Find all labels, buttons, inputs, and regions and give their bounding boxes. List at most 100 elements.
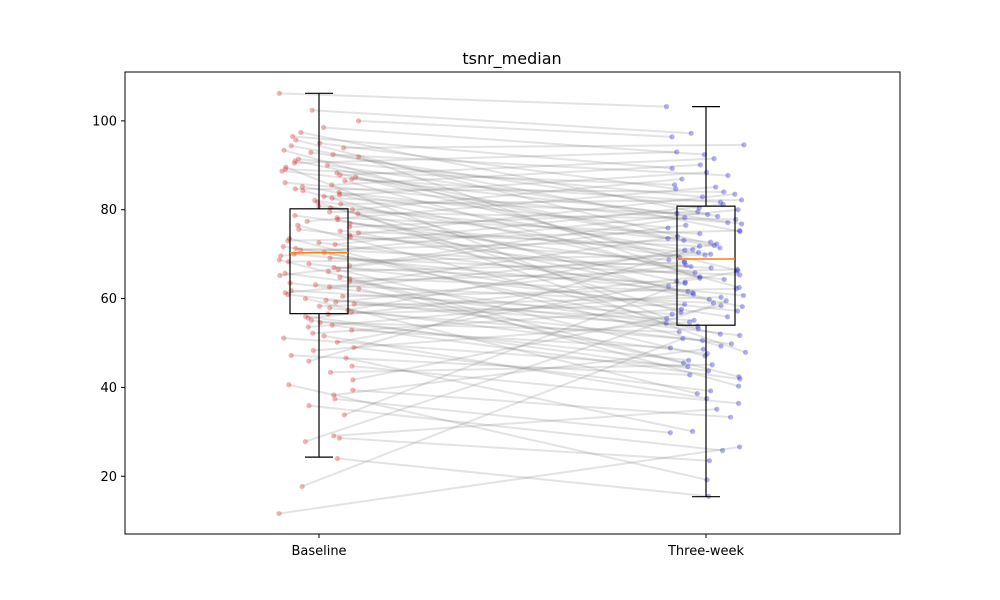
baseline-point [302,295,309,302]
pair-line [335,264,687,304]
baseline-point [339,293,346,299]
baseline-point [335,216,341,223]
baseline-point [349,207,356,213]
x-axis: Baseline Three-week [291,534,745,559]
baseline-point [341,412,347,418]
threeweek-point [678,309,684,315]
threeweek-point [724,314,731,320]
threeweek-point [737,228,743,235]
threeweek-point [685,288,691,295]
threeweek-point [715,213,721,219]
baseline-point [338,201,344,207]
pair-line [347,242,717,312]
pair-line [287,229,740,242]
baseline-point [292,212,298,219]
threeweek-box [676,205,736,326]
baseline-point [285,238,291,244]
baseline-point [308,317,315,323]
pair-line [292,135,673,170]
pair-line [298,228,725,281]
threeweek-point [688,130,694,136]
pair-line [310,151,700,209]
baseline-point [299,483,305,490]
pair-line [289,237,722,348]
pair-line [305,297,698,395]
threeweek-point [728,341,735,347]
pair-line [287,293,732,345]
pair-line [295,247,712,269]
threeweek-point [742,349,749,355]
threeweek-point [690,291,697,297]
pair-line [342,287,737,298]
baseline-point [336,192,343,198]
pair-line [358,231,743,308]
baseline-point [317,319,323,326]
baseline-point [334,455,340,462]
threeweek-point [669,134,675,140]
pair-line [332,153,729,177]
pair-line [336,216,700,235]
threeweek-point [705,211,711,218]
threeweek-point [706,458,713,464]
baseline-point [310,330,316,336]
baseline-point [309,107,315,113]
threeweek-point [683,262,689,268]
pair-line [349,193,736,237]
threeweek-point [690,247,696,253]
pair-line [351,365,739,405]
threeweek-point [710,300,717,306]
baseline-point [334,215,340,221]
baseline-point [324,162,331,168]
baseline-point [279,168,285,174]
pair-line [329,306,708,355]
threeweek-point [706,296,712,303]
threeweek-point [699,194,706,200]
baseline-point [278,253,284,259]
baseline-point [331,264,337,271]
pair-line [283,149,685,263]
threeweek-point [681,360,687,366]
threeweek-point [727,414,734,420]
pair-line [344,179,740,289]
threeweek-point [697,162,703,168]
pair-line [291,354,690,376]
pair-line [305,315,709,372]
threeweek-point [735,267,741,274]
baseline-point [280,243,286,250]
pair-line [318,205,711,244]
baseline-point [349,363,355,369]
threeweek-point [667,345,673,351]
baseline-point [321,333,327,339]
baseline-point [310,347,316,354]
baseline-point [300,188,306,194]
baseline-point [297,247,303,253]
pair-line [351,329,671,349]
pair-line [329,235,678,288]
pair-line [279,92,667,108]
pair-line [285,251,699,294]
baseline-point [316,239,322,246]
y-tick-label: 20 [100,470,117,485]
threeweek-point [732,191,738,197]
baseline-point [293,137,299,143]
baseline-point [303,313,309,319]
pair-line [329,257,740,277]
baseline-point [281,147,287,153]
threeweek-point [663,320,669,327]
threeweek-point [737,332,743,339]
pair-line [302,185,686,252]
baseline-point [304,218,310,224]
pair-line [308,248,694,363]
pair-line [358,155,701,280]
baseline-point [306,261,312,267]
pair-line [284,181,728,224]
threeweek-point [682,247,688,253]
pair-line [352,178,683,211]
baseline-point [349,327,355,333]
threeweek-point [734,266,740,272]
baseline-point [337,172,343,178]
pair-line [302,189,710,301]
pair-line [328,261,685,273]
threeweek-point [683,222,689,228]
pair-line [331,163,701,186]
